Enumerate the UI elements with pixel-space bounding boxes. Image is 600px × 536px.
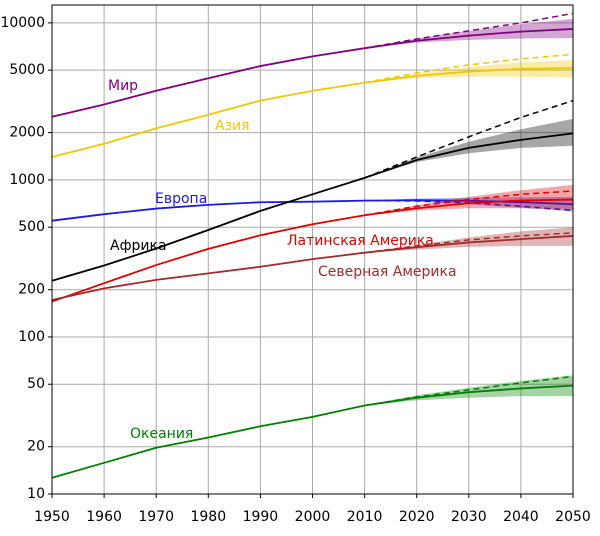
series-label: Латинская Америка xyxy=(287,233,434,249)
x-tick-label: 2050 xyxy=(555,509,591,525)
series-line xyxy=(51,67,574,158)
y-tick-label: 100 xyxy=(18,329,45,345)
x-tick-label: 1970 xyxy=(138,509,174,525)
y-tick-label: 200 xyxy=(18,282,45,298)
series-line xyxy=(51,28,574,118)
series-label: Северная Америка xyxy=(318,264,457,280)
series-label: Европа xyxy=(155,191,207,207)
x-tick-label: 1980 xyxy=(190,509,226,525)
series-line xyxy=(51,132,574,282)
y-tick-label: 500 xyxy=(18,219,45,235)
series-line xyxy=(51,384,574,479)
series-line xyxy=(51,235,574,301)
series-line xyxy=(51,198,574,303)
series-label: Африка xyxy=(110,238,167,254)
y-tick-label: 20 xyxy=(27,439,45,455)
series-label: Океания xyxy=(130,426,193,442)
y-tick-label: 2000 xyxy=(9,125,45,141)
projection-line xyxy=(364,53,574,84)
x-tick-label: 1960 xyxy=(86,509,122,525)
y-tick-label: 10000 xyxy=(0,15,45,31)
series-label: Азия xyxy=(215,118,250,134)
y-tick-label: 1000 xyxy=(9,172,45,188)
x-tick-label: 2040 xyxy=(503,509,539,525)
x-tick-label: 1990 xyxy=(243,509,279,525)
series-line xyxy=(51,199,574,222)
projection-line xyxy=(364,190,574,216)
y-tick-label: 50 xyxy=(27,376,45,392)
projection-line xyxy=(364,12,574,49)
x-tick-label: 2000 xyxy=(295,509,331,525)
series-label: Мир xyxy=(108,78,138,94)
x-tick-label: 2010 xyxy=(347,509,383,525)
projection-line xyxy=(364,99,574,179)
plot-frame xyxy=(51,4,574,495)
x-tick-label: 2030 xyxy=(451,509,487,525)
x-tick-label: 2020 xyxy=(399,509,435,525)
y-tick-label: 10 xyxy=(27,486,45,502)
y-tick-label: 5000 xyxy=(9,62,45,78)
x-tick-label: 1950 xyxy=(34,509,70,525)
